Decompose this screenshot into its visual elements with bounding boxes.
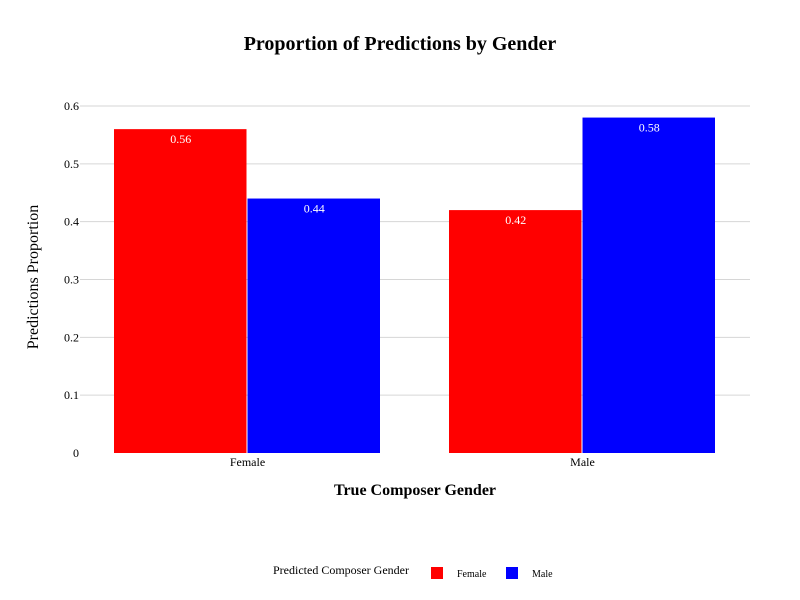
bar-male-female <box>449 210 582 453</box>
bar-female-female <box>114 129 247 453</box>
y-tick-label: 0.3 <box>64 273 79 287</box>
y-tick-label: 0.2 <box>64 330 79 344</box>
bars: 0.56 0.44 0.42 0.58 <box>114 117 715 454</box>
y-axis-title: Predictions Proportion <box>25 205 42 349</box>
x-axis-title: True Composer Gender <box>334 482 496 499</box>
legend-title: Predicted Composer Gender <box>273 563 409 577</box>
y-tick-label: 0.1 <box>64 388 79 402</box>
y-tick-label: 0.4 <box>64 215 79 229</box>
x-tick-label: Male <box>570 455 595 469</box>
legend-label-female: Female <box>457 569 487 580</box>
y-tick-label: 0.6 <box>64 99 79 113</box>
bar-male-male <box>582 117 715 454</box>
chart-title: Proportion of Predictions by Gender <box>244 33 557 55</box>
y-axis-ticks: 0 0.1 0.2 0.3 0.4 0.5 0.6 <box>64 99 79 460</box>
x-tick-label: Female <box>230 455 265 469</box>
bar-data-label: 0.58 <box>639 121 660 135</box>
legend-label-male: Male <box>532 569 553 580</box>
legend-swatch-male <box>506 567 518 579</box>
bar-data-label: 0.56 <box>170 132 191 146</box>
bar-data-label: 0.44 <box>304 202 325 216</box>
y-tick-label: 0 <box>73 446 79 460</box>
legend-swatch-female <box>431 567 443 579</box>
x-axis-ticks: Female Male <box>230 455 595 469</box>
legend: Predicted Composer Gender Female Male <box>273 563 553 580</box>
bar-female-male <box>247 198 380 453</box>
bar-data-label: 0.42 <box>505 213 526 227</box>
y-tick-label: 0.5 <box>64 157 79 171</box>
